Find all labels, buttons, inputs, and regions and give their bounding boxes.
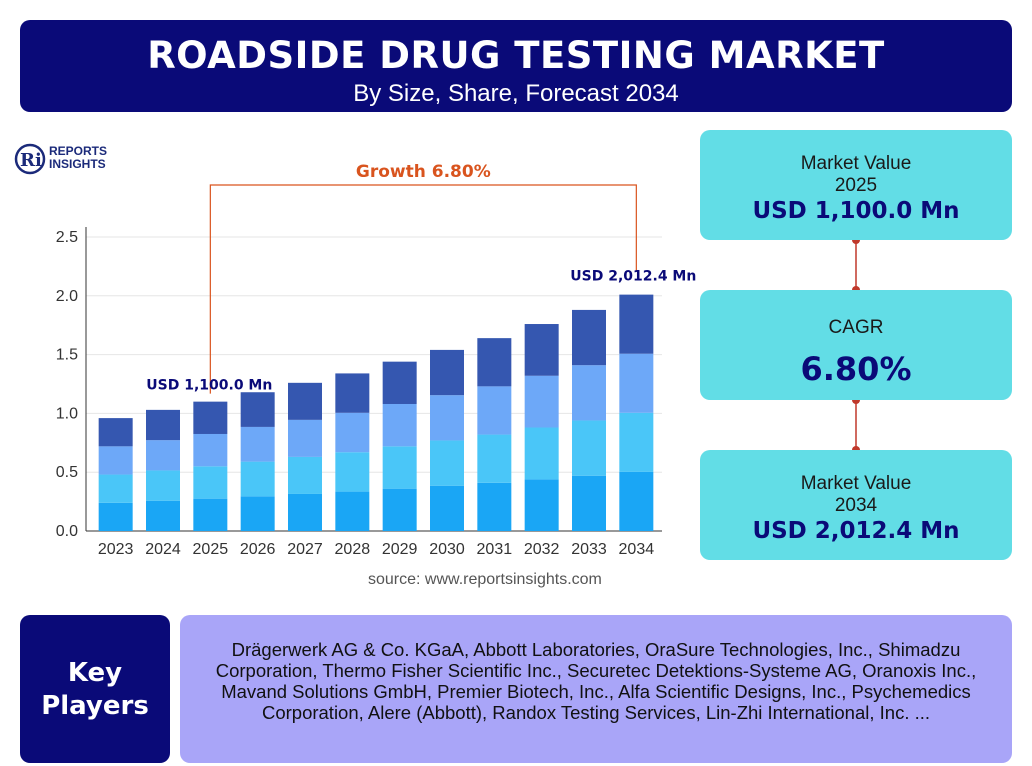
growth-label: Growth 6.80% (356, 162, 491, 182)
bar-segment (288, 382, 322, 420)
x-tick-label: 2034 (619, 541, 655, 558)
x-tick-label: 2023 (98, 541, 134, 558)
key-players-heading-line-1: Key (67, 658, 123, 688)
x-tick-label: 2025 (193, 541, 229, 558)
bar-segment (146, 409, 180, 441)
bar-segment (477, 338, 512, 387)
y-tick-label: 0.5 (56, 464, 78, 481)
bar-segment (240, 392, 275, 427)
bar-segment (382, 403, 417, 447)
bar-segment (524, 427, 559, 480)
cagr-card: CAGR 6.80% (700, 290, 1012, 400)
bar-segment (382, 361, 417, 404)
key-players-heading-box: Key Players (20, 615, 170, 763)
bar-segment (524, 324, 559, 376)
logo-line-1: REPORTS (49, 144, 108, 158)
bar-segment (430, 485, 464, 531)
card-year: 2034 (834, 495, 878, 516)
growth-bracket (209, 184, 637, 394)
x-tick-label: 2032 (524, 541, 560, 558)
bar-segment (524, 479, 559, 531)
logo-text: REPORTS INSIGHTS (49, 145, 107, 171)
bar-segment (146, 470, 180, 501)
page-subtitle: By Size, Share, Forecast 2034 (353, 80, 679, 107)
end-value-label: USD 2,012.4 Mn (570, 269, 696, 285)
bar-segment (335, 452, 370, 492)
y-tick-label: 2.0 (56, 288, 78, 305)
x-tick-label: 2029 (382, 541, 418, 558)
bar-segment (98, 502, 133, 531)
y-tick-label: 1.5 (56, 347, 78, 364)
key-players-heading-line-2: Players (41, 691, 149, 721)
bar-segment (193, 466, 228, 499)
bar-segment (572, 420, 606, 476)
x-tick-label: 2027 (287, 541, 323, 558)
start-value-label: USD 1,100.0 Mn (146, 378, 272, 394)
x-tick-label: 2033 (571, 541, 607, 558)
bar-segment (98, 474, 133, 503)
bar-segment (477, 386, 512, 435)
bar-segment (335, 373, 370, 413)
header-banner: ROADSIDE DRUG TESTING MARKET By Size, Sh… (20, 20, 1012, 112)
y-tick-label: 2.5 (56, 229, 78, 246)
reports-insights-logo: Ri (14, 143, 46, 175)
bar-segment (288, 419, 322, 457)
card-value: 6.80% (800, 350, 912, 388)
x-tick-label: 2024 (145, 541, 181, 558)
bar-segment (619, 294, 654, 354)
bar-segment (146, 500, 180, 531)
bar-segment (98, 446, 133, 475)
bar-segment (193, 498, 228, 531)
bar-segment (619, 353, 654, 413)
bar-segment (193, 433, 228, 467)
x-tick-label: 2030 (429, 541, 465, 558)
x-tick-label: 2026 (240, 541, 276, 558)
card-year: 2025 (834, 175, 878, 196)
card-label: CAGR (828, 317, 884, 338)
bar-segment (430, 395, 464, 441)
bar-segment (619, 412, 654, 472)
bar-segment (193, 401, 228, 434)
card-label: Market Value (800, 153, 912, 174)
bar-segment (524, 375, 559, 428)
page-title: ROADSIDE DRUG TESTING MARKET (147, 34, 885, 77)
bar-segment (288, 493, 322, 531)
market-value-2034-card: Market Value 2034 USD 2,012.4 Mn (700, 450, 1012, 560)
x-tick-label: 2028 (335, 541, 371, 558)
bar-segment (477, 434, 512, 483)
bar-segment (572, 309, 606, 366)
bar-segment (430, 440, 464, 486)
market-bar-chart: 0.0 0.5 1.0 1.5 2.0 2.5 2023 2024 2025 2026 2027 20… (56, 162, 697, 558)
bar-segment (430, 349, 464, 396)
card-value: USD 2,012.4 Mn (752, 518, 960, 544)
bar-segment (619, 471, 654, 531)
bar-segment (98, 418, 133, 447)
bar-segment (477, 482, 512, 531)
bar-segment (146, 440, 180, 471)
bar-segment (240, 426, 275, 462)
key-players-list: Drägerwerk AG & Co. KGaA, Abbott Laborat… (215, 639, 977, 723)
bar-segment (240, 461, 275, 497)
key-players-list-box: Drägerwerk AG & Co. KGaA, Abbott Laborat… (180, 615, 1012, 763)
bar-segment (382, 488, 417, 531)
bar-segment (335, 412, 370, 453)
market-value-2025-card: Market Value 2025 USD 1,100.0 Mn (700, 130, 1012, 240)
bar-segment (572, 365, 606, 421)
bar-segment (382, 446, 417, 489)
logo-mark: Ri (20, 150, 42, 171)
x-tick-label: 2031 (477, 541, 513, 558)
card-label: Market Value (800, 473, 912, 494)
y-tick-label: 0.0 (56, 523, 78, 540)
y-tick-label: 1.0 (56, 405, 78, 422)
logo-line-2: INSIGHTS (49, 157, 106, 171)
source-note: source: www.reportsinsights.com (368, 571, 602, 588)
bar-segment (572, 475, 606, 531)
bar-segment (288, 456, 322, 494)
bar-segment (335, 491, 370, 531)
card-value: USD 1,100.0 Mn (752, 198, 960, 224)
bar-segment (240, 496, 275, 531)
